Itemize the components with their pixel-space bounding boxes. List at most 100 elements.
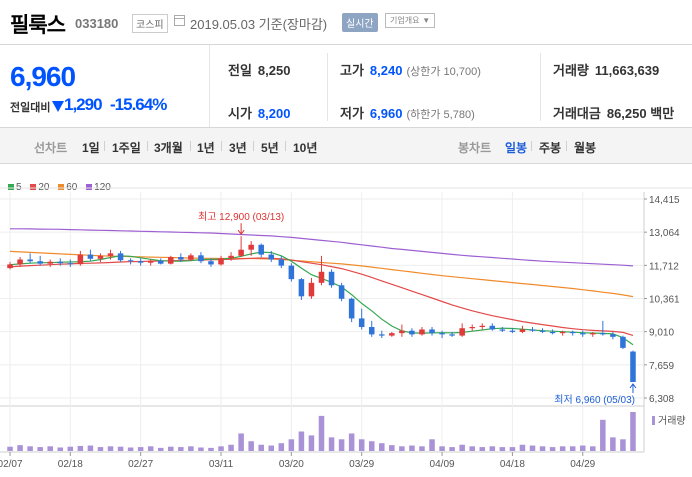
candle-body <box>509 330 516 332</box>
volume-bar <box>47 446 53 451</box>
volume-bar <box>258 444 264 451</box>
amount-value: 86,250 <box>606 106 647 121</box>
current-price: 6,960 <box>10 61 76 92</box>
x-tick-label: 02/18 <box>58 459 83 470</box>
prev-close-label: 전일 <box>228 63 252 78</box>
volume-stat: 거래량 11,663,639 <box>553 60 659 79</box>
volume-bar <box>208 447 214 451</box>
amount-unit: 백만 <box>650 106 675 121</box>
candle-body <box>559 331 566 334</box>
volume-bar <box>559 446 566 451</box>
divider <box>327 53 328 121</box>
divider <box>104 141 105 151</box>
period-3m[interactable]: 3개월 <box>154 141 183 155</box>
candle-weekly[interactable]: 주봉 <box>539 141 562 155</box>
x-tick-label: 03/11 <box>209 459 234 470</box>
candle-body <box>147 260 154 263</box>
upper-limit: (상한가 10,700) <box>406 66 481 78</box>
company-overview-button[interactable]: 기업개요 ▼ <box>385 13 436 28</box>
candle-body <box>57 261 64 264</box>
y-axis: 14,415 13,064 11,712 10,361 9,010 7,659 6,308 <box>644 195 680 405</box>
realtime-button[interactable]: 실시간 <box>342 13 378 32</box>
candle-body <box>610 334 616 337</box>
candle-body <box>208 261 214 265</box>
volume-bar <box>439 446 445 451</box>
period-10y[interactable]: 10년 <box>293 141 318 155</box>
y-tick-label: 10,361 <box>649 295 680 306</box>
candle-body <box>168 257 174 264</box>
candle-body <box>127 260 134 262</box>
low-annotation: 최저 6,960 (05/03) <box>554 394 635 406</box>
volume-label: 거래량 <box>553 63 589 78</box>
candle-body <box>620 336 626 348</box>
volume-bar <box>218 446 224 451</box>
volume-bar <box>57 447 64 451</box>
candle-body <box>479 325 486 328</box>
volume-bar <box>288 439 295 451</box>
candle-body <box>439 333 445 335</box>
candle-body <box>379 334 385 336</box>
period-3y[interactable]: 3년 <box>229 141 247 155</box>
candle-body <box>579 333 586 335</box>
volume-value: 11,663,639 <box>594 63 660 78</box>
candle-body <box>137 261 144 263</box>
x-tick-label: 03/29 <box>349 459 374 470</box>
candle-body <box>258 244 264 255</box>
volume-bar <box>77 445 84 451</box>
stock-code: 033180 <box>75 16 119 31</box>
candle-body <box>459 328 465 336</box>
volume-bar <box>238 433 244 451</box>
candle-body <box>37 261 43 264</box>
volume-bar <box>178 447 184 451</box>
x-tick-label: 04/18 <box>500 459 525 470</box>
y-tick-label: 6,308 <box>649 394 674 405</box>
period-1w[interactable]: 1주일 <box>112 141 141 155</box>
diff-label: 전일대비 <box>10 102 51 114</box>
y-tick-label: 14,415 <box>649 195 680 206</box>
divider <box>540 53 541 121</box>
volume-bar <box>479 447 486 451</box>
open-value: 8,200 <box>257 106 291 121</box>
volume-bar <box>419 446 425 451</box>
period-1d[interactable]: 1일 <box>82 141 100 155</box>
volume-bar <box>107 446 114 451</box>
volume-bar <box>168 446 174 451</box>
volume-bar <box>27 446 33 451</box>
candle-body <box>469 327 475 329</box>
volume-bar <box>338 439 345 451</box>
volume-bar <box>278 443 285 451</box>
moving-average-lines <box>9 228 634 346</box>
candle-body <box>399 330 405 334</box>
volume-bar <box>127 447 134 451</box>
open-stat: 시가 8,200 <box>228 103 290 122</box>
volume-bar <box>87 445 94 451</box>
candle-body <box>328 271 335 286</box>
candle-daily[interactable]: 일봉 <box>505 141 528 155</box>
chevron-down-icon: ▼ <box>422 16 431 25</box>
candle-body <box>218 258 224 265</box>
candle-body <box>27 259 33 262</box>
volume-bar <box>389 445 395 451</box>
diff-value: 1,290 <box>64 95 103 114</box>
high-arrow-head <box>237 229 245 236</box>
volume-bar <box>37 447 43 451</box>
x-tick-label: 04/29 <box>570 459 595 470</box>
volume-bar <box>328 437 335 451</box>
y-tick-label: 9,010 <box>649 328 674 339</box>
high-value: 8,240 <box>369 63 403 78</box>
candle-body <box>489 325 496 330</box>
candle-body <box>17 259 23 265</box>
period-1y[interactable]: 1년 <box>197 141 215 155</box>
divider <box>531 141 532 151</box>
x-axis: 02/07 02/18 02/27 03/11 03/20 03/29 04/09 04/18… <box>0 452 596 470</box>
period-5y[interactable]: 5년 <box>261 141 279 155</box>
candle-body <box>87 254 94 259</box>
candle-monthly[interactable]: 월봉 <box>574 141 597 155</box>
volume-bar <box>590 446 596 451</box>
x-tick-label: 02/27 <box>128 459 153 470</box>
volume-bar <box>399 446 405 451</box>
volume-bar <box>147 446 154 451</box>
candle-body <box>600 333 606 335</box>
divider <box>566 141 567 151</box>
